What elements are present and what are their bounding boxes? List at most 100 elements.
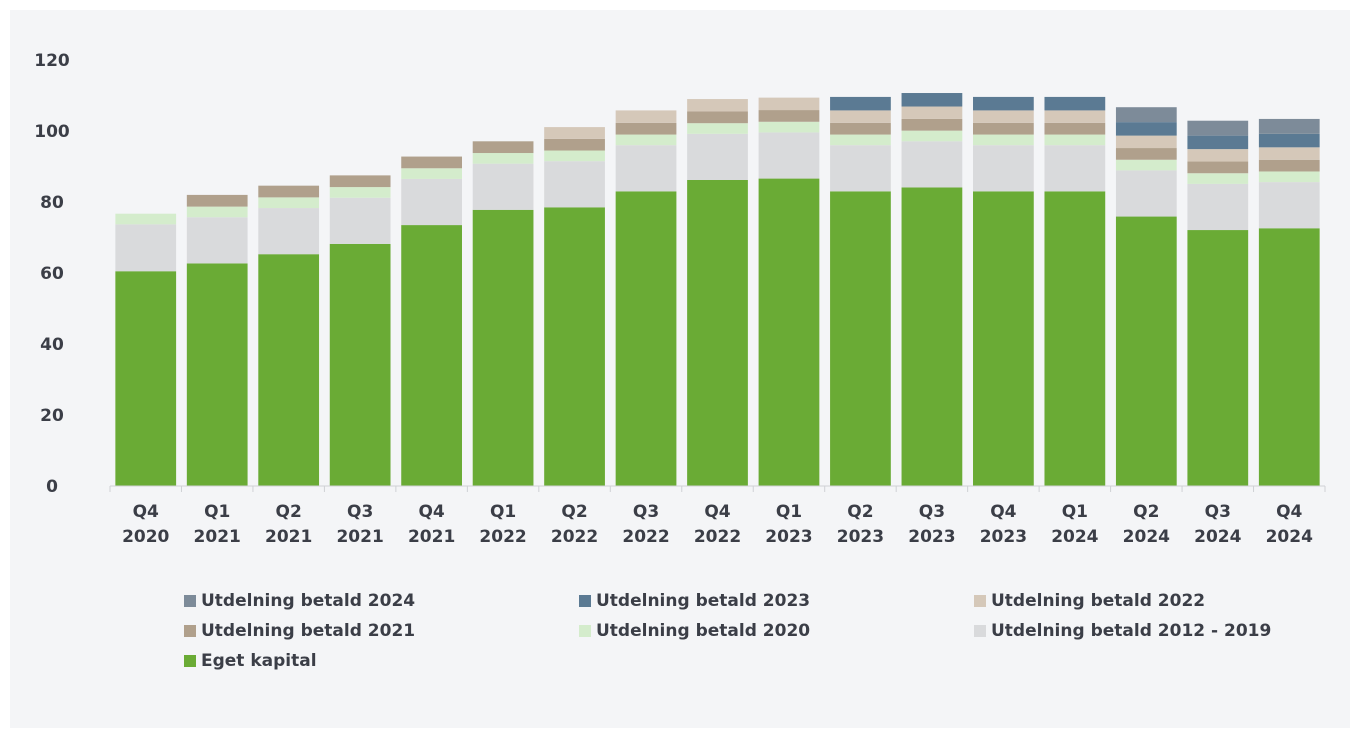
- bar-segment: [687, 133, 748, 180]
- bar-segment: [1115, 216, 1177, 487]
- bar-segment: [115, 224, 177, 272]
- bar-segment: [544, 138, 605, 151]
- bar-segment: [973, 145, 1034, 192]
- x-tick-label: Q4 2022: [694, 502, 741, 547]
- legend-swatch: [974, 625, 986, 637]
- x-tick-label: Q4 2024: [1266, 502, 1313, 547]
- bar-segment: [258, 197, 320, 209]
- x-tick-label: Q3 2023: [908, 502, 955, 547]
- bar-segment: [115, 213, 177, 225]
- bar-segment: [1044, 122, 1106, 135]
- bar-segment: [1258, 147, 1320, 160]
- bar-segment: [1044, 110, 1106, 123]
- x-tick-label: Q3 2022: [622, 502, 669, 547]
- bar-segment: [830, 122, 891, 135]
- bar-segment: [1258, 228, 1320, 486]
- bar-segment: [615, 191, 677, 486]
- bar-segment: [758, 110, 820, 122]
- x-tick-label: Q3 2024: [1194, 502, 1241, 547]
- bar-segment: [758, 178, 820, 486]
- legend-label: Utdelning betald 2012 - 2019: [991, 621, 1272, 641]
- bar-segment: [472, 141, 534, 154]
- y-tick-label: 60: [40, 264, 64, 284]
- bar-segment: [329, 243, 391, 486]
- x-tick-label: Q2 2021: [265, 502, 312, 547]
- x-tick-label: Q4 2021: [408, 502, 455, 547]
- bar-segment: [472, 153, 534, 164]
- legend-label: Utdelning betald 2024: [201, 591, 416, 611]
- legend-item: Eget kapital: [184, 650, 579, 672]
- bar-segment: [1115, 122, 1177, 136]
- bar-segment: [401, 225, 462, 486]
- bar-segment: [401, 168, 462, 179]
- bar-segment: [258, 208, 320, 255]
- bar-segment: [1187, 173, 1249, 184]
- bar-segment: [186, 194, 248, 207]
- bar-segment: [615, 122, 677, 135]
- bar-segment: [973, 191, 1034, 486]
- x-tick-label: Q1 2022: [479, 502, 526, 547]
- bar-segment: [687, 111, 748, 124]
- legend-swatch: [184, 655, 196, 667]
- bar-segment: [1187, 161, 1249, 174]
- legend-label: Utdelning betald 2023: [596, 591, 811, 611]
- bar-segment: [901, 106, 963, 119]
- bar-segment: [186, 206, 248, 218]
- bar-segment: [329, 175, 391, 188]
- bar-segment: [758, 121, 820, 133]
- x-tick-label: Q4 2023: [980, 502, 1027, 547]
- bar-segment: [329, 187, 391, 198]
- y-tick-label: 80: [40, 193, 64, 213]
- bar-segment: [1044, 96, 1106, 111]
- bar-segment: [115, 271, 177, 486]
- bar-segment: [830, 134, 891, 146]
- bar-segment: [758, 97, 820, 111]
- legend-swatch: [184, 625, 196, 637]
- legend-swatch: [579, 625, 591, 637]
- bar-segment: [1115, 159, 1177, 171]
- legend-label: Utdelning betald 2021: [201, 621, 416, 641]
- y-tick-label: 100: [34, 122, 70, 142]
- bar-segment: [973, 110, 1034, 123]
- y-tick-label: 120: [34, 51, 70, 71]
- bar-segment: [687, 179, 748, 487]
- x-tick-label: Q1 2023: [765, 502, 812, 547]
- bar-segment: [973, 134, 1034, 146]
- bar-segment: [258, 254, 320, 486]
- bar-segment: [615, 110, 677, 123]
- bar-segment: [830, 145, 891, 192]
- legend-swatch: [974, 595, 986, 607]
- legend-label: Utdelning betald 2020: [596, 621, 811, 641]
- bar-segment: [830, 110, 891, 123]
- y-tick-label: 20: [40, 406, 64, 426]
- bar-segment: [687, 123, 748, 134]
- legend-item: Utdelning betald 2012 - 2019: [974, 620, 1324, 642]
- bar-segment: [758, 132, 820, 179]
- legend-item: Utdelning betald 2023: [579, 590, 974, 612]
- bar-segment: [1258, 171, 1320, 183]
- bar-segment: [1258, 118, 1320, 134]
- legend-swatch: [579, 595, 591, 607]
- bar-segment: [973, 122, 1034, 135]
- legend-label: Utdelning betald 2022: [991, 591, 1206, 611]
- bar-segment: [687, 99, 748, 112]
- bar-segment: [1044, 134, 1106, 146]
- legend-swatch: [184, 595, 196, 607]
- x-tick-label: Q1 2024: [1051, 502, 1098, 547]
- bar-segment: [1115, 170, 1177, 217]
- bar-segment: [544, 127, 605, 139]
- bar-segment: [544, 161, 605, 208]
- bar-segment: [258, 185, 320, 198]
- bar-segment: [1115, 148, 1177, 160]
- bar-segment: [401, 156, 462, 169]
- bar-segment: [401, 178, 462, 226]
- bar-segment: [901, 187, 963, 486]
- bar-segment: [1044, 191, 1106, 486]
- bar-segment: [615, 134, 677, 146]
- y-tick-label: 40: [40, 335, 64, 355]
- legend-item: Utdelning betald 2020: [579, 620, 974, 642]
- bar-segment: [186, 217, 248, 264]
- chart-panel: 0 20 40 60 80 100 120 Q4 2020 Q1 2021 Q2 2021 Q3 2021 Q…: [10, 10, 1350, 728]
- x-tick-label: Q2 2023: [837, 502, 884, 547]
- bar-segment: [1187, 183, 1249, 231]
